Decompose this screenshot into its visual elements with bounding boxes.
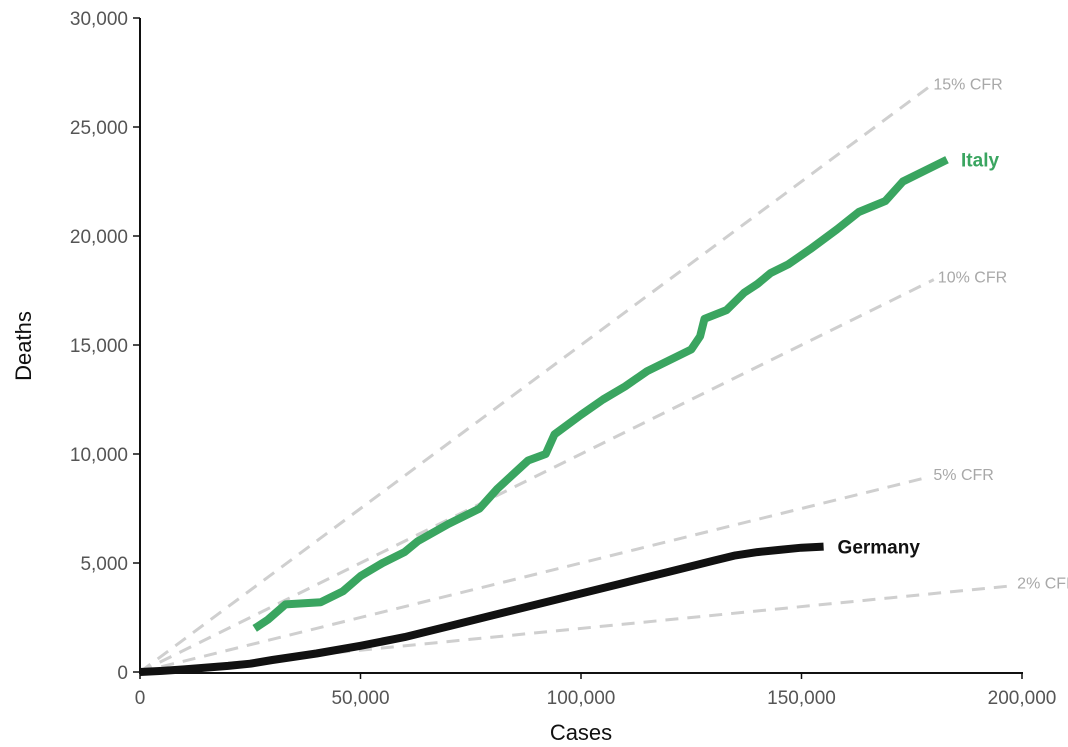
- y-tick-label: 15,000: [70, 336, 128, 357]
- x-tick-label: 100,000: [547, 688, 616, 709]
- y-tick-label: 10,000: [70, 445, 128, 466]
- series-label-germany: Germany: [838, 538, 921, 559]
- reference-label-5-cfr: 5% CFR: [933, 467, 993, 484]
- reference-label-2-cfr: 2% CFR: [1017, 576, 1068, 593]
- y-tick-label: 30,000: [70, 9, 128, 30]
- reference-line-5-cfr: [139, 475, 930, 674]
- reference-label-15-cfr: 15% CFR: [933, 77, 1002, 94]
- y-tick-label: 0: [117, 663, 128, 684]
- ticks: 0 50,000 100,000 150,000 200,000 0 5,000 10,000…: [70, 9, 1056, 709]
- series-line-italy: [252, 156, 949, 632]
- x-tick-label: 0: [135, 688, 146, 709]
- series-line-germany: [139, 542, 824, 676]
- reference-line-15-cfr: [139, 85, 931, 674]
- y-tick-label: 5,000: [80, 554, 128, 575]
- x-axis-title: Cases: [550, 720, 612, 745]
- x-tick-label: 200,000: [988, 688, 1057, 709]
- reference-label-10-cfr: 10% CFR: [938, 270, 1007, 287]
- reference-lines: 2% CFR 5% CFR 10% CFR 15% CFR: [139, 77, 1068, 674]
- y-tick-label: 25,000: [70, 118, 128, 139]
- x-tick-label: 50,000: [331, 688, 389, 709]
- reference-line-2-cfr: [139, 584, 1014, 674]
- y-axis-title: Deaths: [11, 311, 36, 381]
- reference-line-10-cfr: [139, 278, 935, 674]
- y-tick-label: 20,000: [70, 227, 128, 248]
- series-lines: Italy Germany: [139, 151, 999, 676]
- x-tick-label: 150,000: [767, 688, 836, 709]
- series-label-italy: Italy: [961, 151, 999, 172]
